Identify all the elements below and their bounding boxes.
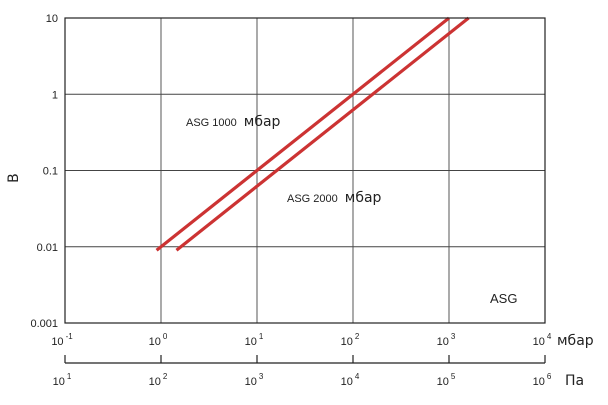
x-tick-label-mbar-exponent: 0 (163, 332, 168, 341)
x-axis-unit-pa: Па (565, 373, 584, 389)
x-tick-label-mbar: 10 1 (245, 332, 264, 348)
y-tick-label: 1 (52, 89, 58, 101)
series-line-1 (155, 16, 450, 252)
x-tick-label-mbar-exponent: 3 (451, 332, 456, 341)
x-tick-label-pa-exponent: 3 (259, 372, 264, 381)
x-tick-label-pa-exponent: 1 (67, 372, 72, 381)
series-label-asg-1000: ASG 1000 мбар (186, 113, 281, 130)
series-label-asg-2000-unit: мбар (345, 190, 382, 206)
y-tick-labels: 0.001 0.01 0.1 1 10 (30, 13, 58, 330)
x-tick-label-pa: 10 2 (149, 372, 168, 388)
x-tick-label-mbar-base: 10 (533, 336, 545, 348)
x-tick-label-mbar: 10 -1 (51, 332, 73, 348)
x-tick-label-pa: 10 6 (533, 372, 552, 388)
y-tick-label: 0.001 (30, 318, 58, 330)
series-label-asg-2000: ASG 2000 мбар (287, 189, 382, 206)
x-tick-label-mbar: 10 4 (533, 332, 552, 348)
x-tick-label-mbar-exponent: 2 (355, 332, 360, 341)
x-tick-label-pa: 10 3 (245, 372, 264, 388)
pa-axis: 10 1 10 2 10 3 10 4 10 5 10 6 (53, 355, 552, 388)
series-group (155, 16, 470, 252)
series-label-asg-1000-prefix: ASG 1000 (186, 117, 237, 129)
x-tick-label-mbar: 10 0 (149, 332, 168, 348)
x-tick-labels-mbar: 10 -1 10 0 10 1 10 2 10 3 10 4 (51, 332, 552, 348)
x-axis-unit-mbar: мбар (557, 333, 594, 349)
x-tick-label-mbar-base: 10 (149, 336, 161, 348)
plot-frame (64, 17, 546, 324)
x-tick-label-mbar-exponent: 1 (259, 332, 264, 341)
x-tick-label-pa-base: 10 (437, 376, 449, 388)
series-line-2 (175, 16, 470, 252)
y-axis-label: В (6, 173, 22, 183)
x-tick-label-pa: 10 5 (437, 372, 456, 388)
series-label-asg-2000-prefix: ASG 2000 (287, 193, 338, 205)
x-tick-label-pa-exponent: 4 (355, 372, 360, 381)
x-tick-label-pa-exponent: 6 (547, 372, 552, 381)
y-tick-label: 10 (46, 13, 58, 25)
x-tick-label-pa-base: 10 (341, 376, 353, 388)
x-tick-label-mbar-base: 10 (437, 336, 449, 348)
x-tick-label-pa-exponent: 2 (163, 372, 168, 381)
x-tick-label-pa-base: 10 (149, 376, 161, 388)
corner-label: ASG (490, 291, 517, 306)
x-tick-label-pa-exponent: 5 (451, 372, 456, 381)
x-tick-label-mbar-exponent: 4 (547, 332, 552, 341)
y-tick-label: 0.01 (37, 242, 58, 254)
x-tick-label-pa-base: 10 (245, 376, 257, 388)
x-tick-label-mbar-base: 10 (245, 336, 257, 348)
x-tick-label-mbar: 10 3 (437, 332, 456, 348)
y-tick-label: 0.1 (43, 166, 58, 178)
x-tick-label-mbar: 10 2 (341, 332, 360, 348)
x-tick-label-pa-base: 10 (53, 376, 65, 388)
x-tick-label-pa: 10 4 (341, 372, 360, 388)
x-tick-label-pa-base: 10 (533, 376, 545, 388)
series-label-asg-1000-unit: мбар (244, 114, 281, 130)
x-tick-label-mbar-base: 10 (341, 336, 353, 348)
x-tick-label-mbar-exponent: -1 (66, 332, 74, 341)
x-tick-label-mbar-base: 10 (51, 336, 63, 348)
x-tick-label-pa: 10 1 (53, 372, 72, 388)
